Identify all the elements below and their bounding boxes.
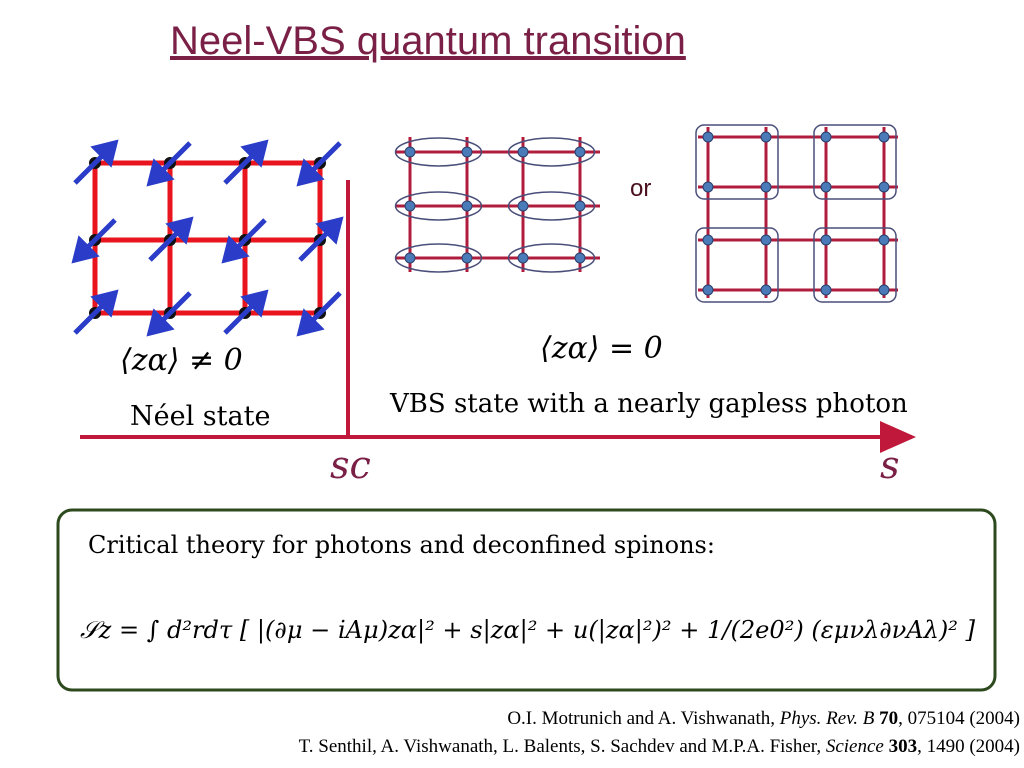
- reference-part: O.I. Motrunich and A. Vishwanath,: [507, 708, 779, 729]
- dimer: [394, 191, 483, 221]
- formula: 𝒮z = ∫ d²rdτ [ |(∂μ − iAμ)zα|² + s|zα|² …: [80, 616, 976, 645]
- dimer: [394, 137, 483, 167]
- spin: [146, 141, 192, 187]
- site: [820, 234, 832, 246]
- site: [820, 181, 832, 193]
- site: [878, 181, 890, 193]
- reference-part: 303: [889, 736, 918, 757]
- site: [760, 181, 772, 193]
- vbs-order: ⟨zα⟩ = 0: [540, 331, 663, 366]
- plaquette: [813, 227, 897, 303]
- spin: [223, 289, 269, 335]
- plaquette: [695, 124, 779, 200]
- plaquette: [695, 227, 779, 303]
- spin: [296, 141, 342, 187]
- site: [461, 200, 473, 212]
- reference-part: T. Senthil, A. Vishwanath, L. Balents, S…: [299, 736, 826, 757]
- axis-label: s: [880, 443, 900, 487]
- site: [878, 234, 890, 246]
- reference-part: 70: [879, 708, 898, 729]
- site: [820, 284, 832, 296]
- theory-heading: Critical theory for photons and deconfin…: [88, 531, 715, 559]
- site: [404, 252, 416, 264]
- site: [760, 234, 772, 246]
- site: [404, 200, 416, 212]
- spin: [223, 139, 269, 185]
- plaquette: [813, 124, 897, 200]
- dimer: [507, 191, 596, 221]
- site: [461, 146, 473, 158]
- site: [702, 284, 714, 296]
- site: [574, 252, 586, 264]
- critical-point: sc: [330, 443, 371, 487]
- spin: [296, 291, 342, 337]
- reference-part: Phys. Rev. B: [779, 708, 875, 729]
- site: [574, 146, 586, 158]
- neel-order: ⟨zα⟩ ≠ 0: [120, 343, 243, 378]
- or-label: or: [630, 175, 651, 202]
- site: [702, 234, 714, 246]
- title: Neel-VBS quantum transition: [170, 19, 686, 63]
- dimer: [394, 243, 483, 273]
- reference-part: , 1490 (2004): [917, 736, 1020, 757]
- lattice-diagrams: [71, 124, 898, 337]
- site: [820, 131, 832, 143]
- reference-part: , 075104 (2004): [898, 708, 1020, 729]
- reference: O.I. Motrunich and A. Vishwanath, Phys. …: [507, 708, 1020, 729]
- spin: [146, 291, 192, 337]
- site: [760, 284, 772, 296]
- reference-part: Science: [826, 736, 884, 757]
- dimer: [507, 137, 596, 167]
- theory-box: [56, 508, 997, 692]
- site: [574, 200, 586, 212]
- spin: [71, 218, 117, 264]
- site: [878, 131, 890, 143]
- site: [517, 146, 529, 158]
- spin: [298, 216, 344, 262]
- site: [517, 200, 529, 212]
- site: [878, 284, 890, 296]
- site: [404, 146, 416, 158]
- neel-label: Néel state: [130, 401, 270, 432]
- site: [760, 131, 772, 143]
- spin: [73, 289, 119, 335]
- spin: [221, 218, 267, 264]
- site: [517, 252, 529, 264]
- reference: T. Senthil, A. Vishwanath, L. Balents, S…: [299, 736, 1020, 757]
- dimer: [507, 243, 596, 273]
- spin: [148, 216, 194, 262]
- site: [702, 181, 714, 193]
- spin: [73, 139, 119, 185]
- vbs-label: VBS state with a nearly gapless photon: [389, 389, 908, 419]
- site: [461, 252, 473, 264]
- site: [702, 131, 714, 143]
